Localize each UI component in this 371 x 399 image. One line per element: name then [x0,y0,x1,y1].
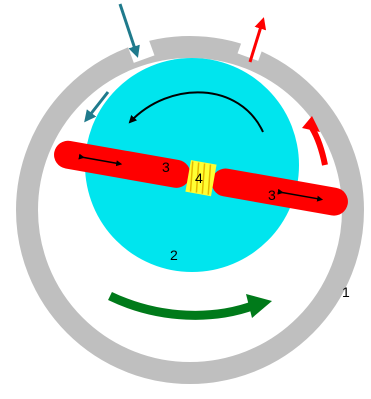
inlet-flow-arrow [84,91,110,123]
vane-left [54,140,191,188]
inlet-arrow [118,3,140,58]
label-vane-right: 3 [268,187,276,203]
rotation-arrow [128,91,264,133]
vane-assembly [54,140,348,216]
spring [185,160,217,197]
vane-right-arrow [277,188,324,202]
label-spring: 4 [195,170,203,186]
outlet-port [237,25,269,61]
vane-left-arrow [78,153,123,167]
label-vane-left: 3 [162,159,170,175]
flow-arrowhead [246,294,272,318]
compression-arrow [309,126,328,166]
outlet-arrow [248,17,267,63]
label-housing: 1 [342,284,350,300]
flow-arrow [108,291,257,320]
label-rotor: 2 [170,247,178,263]
compression-arrowhead [302,116,320,132]
